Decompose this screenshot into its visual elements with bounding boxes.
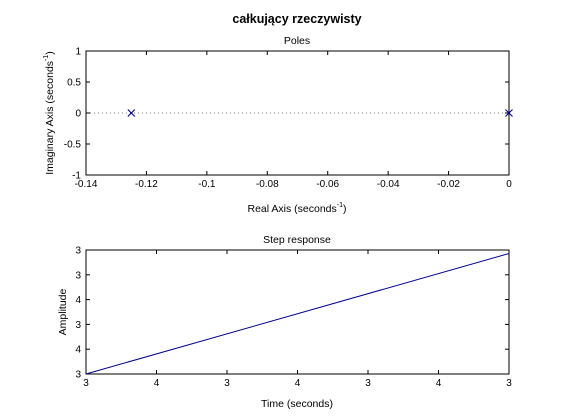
step-x-tick-label: 4 xyxy=(295,378,301,389)
step-x-tick-label: 3 xyxy=(506,378,512,389)
step-y-tick-label: 4 xyxy=(75,345,81,356)
step-y-ticks: 3 4 3 4 3 3 xyxy=(75,246,509,381)
poles-y-ticks: -1 -0.5 0 0.5 1 xyxy=(64,47,509,182)
step-y-tick-label: 3 xyxy=(75,320,81,331)
poles-y-tick-label: -0.5 xyxy=(64,140,82,151)
step-x-tick-label: 3 xyxy=(365,378,371,389)
pole-marker-stroke xyxy=(127,109,136,117)
poles-y-tick-label: 0.5 xyxy=(67,78,81,89)
figure-title: całkujący rzeczywisty xyxy=(232,12,361,26)
poles-markers xyxy=(127,109,513,117)
step-x-axis-label: Time (seconds) xyxy=(261,398,333,410)
poles-axes-box xyxy=(85,50,510,176)
step-y-tick-label: 3 xyxy=(75,246,81,257)
step-title: Step response xyxy=(263,234,331,246)
poles-x-tick-label: 0 xyxy=(506,179,512,190)
step-x-ticks: 3 4 3 4 3 4 3 xyxy=(83,250,512,389)
step-axes-box xyxy=(85,249,510,375)
step-y-tick-label: 3 xyxy=(75,270,81,281)
poles-x-ticks: -0.14 -0.12 -0.1 -0.08 -0.06 -0.04 -0.02 0 xyxy=(75,51,512,190)
step-series xyxy=(85,253,510,375)
step-x-tick-label: 3 xyxy=(224,378,230,389)
step-y-tick-label: 3 xyxy=(75,370,81,381)
pole-marker xyxy=(127,109,136,117)
step-x-tick-label: 4 xyxy=(154,378,160,389)
poles-x-tick-label: -0.14 xyxy=(75,179,98,190)
pole-marker xyxy=(505,109,513,117)
poles-x-tick-label: -0.04 xyxy=(377,179,400,190)
poles-x-axis-label-exponent: -1 xyxy=(337,202,343,209)
poles-x-tick-label: -0.02 xyxy=(437,179,460,190)
step-x-tick-label: 4 xyxy=(436,378,442,389)
poles-y-axis-label: Imaginary Axis (seconds-1) xyxy=(43,51,56,175)
poles-y-tick-label: 1 xyxy=(75,47,81,58)
poles-x-tick-label: -0.12 xyxy=(135,179,158,190)
step-x-tick-label: 3 xyxy=(83,378,89,389)
poles-x-tick-label: -0.06 xyxy=(316,179,339,190)
poles-title: Poles xyxy=(284,35,310,47)
step-y-tick-label: 4 xyxy=(75,295,81,306)
poles-y-axis-label-exponent: -1 xyxy=(43,55,50,61)
poles-y-axis-label-text: Imaginary Axis (seconds xyxy=(44,61,56,175)
step-response-line xyxy=(85,253,510,375)
poles-plot: Poles -0.14 -0.12 -0.1 -0.08 -0.06 -0.04 -0.02… xyxy=(43,35,513,215)
poles-y-tick-label: -1 xyxy=(72,171,81,182)
poles-x-tick-label: -0.1 xyxy=(198,179,216,190)
step-y-axis-label: Amplitude xyxy=(57,289,69,336)
poles-x-axis-label-text: Real Axis (seconds xyxy=(247,203,336,215)
poles-y-tick-label: 0 xyxy=(75,109,81,120)
pole-marker-stroke xyxy=(505,109,513,117)
poles-x-axis-label: Real Axis (seconds-1) xyxy=(247,202,346,215)
poles-x-tick-label: -0.08 xyxy=(256,179,279,190)
